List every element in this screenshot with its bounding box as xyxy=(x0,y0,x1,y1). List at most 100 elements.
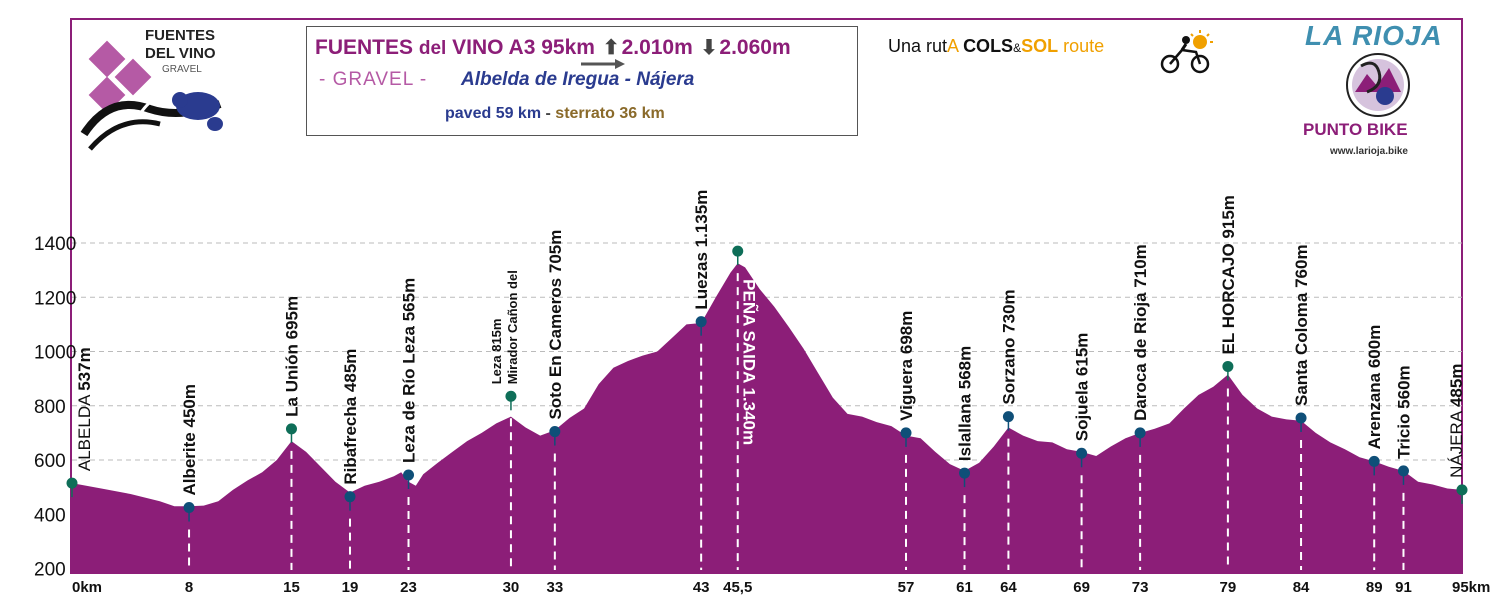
tagline-a: A xyxy=(947,36,959,56)
waypoint-marker xyxy=(732,245,744,257)
waypoint-label-text: Alberite 450m xyxy=(180,384,199,496)
waypoint-label: Ribafrecha 485m xyxy=(341,349,360,485)
fuentes-del-vino-logo: FUENTES DEL VINO GRAVEL xyxy=(80,27,223,151)
waypoint-label-text: NÁJERA 485m xyxy=(1447,364,1466,478)
waypoint-name: Santa Coloma xyxy=(1292,288,1311,406)
x-tick-label: 23 xyxy=(400,579,417,596)
waypoint-elev: 537m xyxy=(75,347,94,390)
x-tick-label: 64 xyxy=(1000,579,1017,596)
chart-frame xyxy=(70,18,1463,574)
waypoint-label: Santa Coloma 760m xyxy=(1292,244,1311,406)
waypoint-label: Mirador Cañon delLeza 815m xyxy=(489,270,520,384)
waypoint-label-text: Tricio 560m xyxy=(1394,365,1413,459)
waypoint-marker xyxy=(1002,411,1014,423)
x-tick-label: 45,5 xyxy=(723,579,752,596)
x-tick-label: 89 xyxy=(1366,579,1383,596)
waypoint-label-text: Santa Coloma 760m xyxy=(1292,244,1311,406)
waypoint-elev: 705m xyxy=(546,230,565,273)
waypoint-name: Alberite xyxy=(180,427,199,495)
waypoint-elev: 615m xyxy=(1073,333,1092,376)
waypoint-label: Sorzano 730m xyxy=(999,289,1018,404)
waypoint-marker xyxy=(403,469,415,481)
waypoint-label-text: PEÑA SAIDA 1.340m xyxy=(740,279,760,445)
waypoint-label-text: Islallana 568m xyxy=(956,346,975,461)
waypoint-name: NÁJERA xyxy=(1447,407,1466,478)
waypoint-name: PEÑA SAIDA xyxy=(740,279,760,387)
waypoint-name: ALBELDA xyxy=(75,391,94,471)
waypoint-marker xyxy=(1397,465,1409,477)
waypoint-label: Arenzana 600m xyxy=(1365,325,1384,450)
website-url: www.larioja.bike xyxy=(1330,146,1408,157)
surface-separator: - xyxy=(545,105,551,122)
title-part2: del xyxy=(418,38,447,59)
waypoint-label-text: Sojuela 615m xyxy=(1073,333,1092,442)
cols-sol-tagline: Una rutA COLS&SOL route xyxy=(888,36,1104,57)
waypoint-name: La Unión xyxy=(282,339,301,416)
logo-line2: DEL VINO xyxy=(145,45,216,62)
waypoint-marker xyxy=(183,502,195,514)
waypoint-label-text: ALBELDA 537m xyxy=(75,347,94,471)
tagline-una-rut: Una rut xyxy=(888,36,948,56)
paved-distance: paved 59 km xyxy=(445,105,542,122)
title-box: FUENTES del VINO A3 95km ⬆2.010m ⬇2.060m… xyxy=(306,26,858,136)
waypoint-label-text: Leza de Río Leza 565m xyxy=(400,278,419,463)
x-tick-label: 15 xyxy=(283,579,300,596)
waypoint-elev: 915m xyxy=(1219,195,1238,238)
waypoint-label: PEÑA SAIDA 1.340m xyxy=(740,279,760,445)
x-tick-label: 0km xyxy=(72,579,102,596)
waypoint-elev: 450m xyxy=(180,384,199,427)
waypoint-label: Viguera 698m xyxy=(897,311,916,421)
cyclist-sun-icon xyxy=(1160,30,1213,74)
sterrato-distance: sterrato 36 km xyxy=(555,105,665,122)
waypoint-marker xyxy=(1076,447,1088,459)
tagline-sol: SOL xyxy=(1021,36,1059,56)
waypoint-elev: 730m xyxy=(999,289,1018,332)
title-part3: VINO A3 95km xyxy=(452,36,595,59)
x-tick-label: 30 xyxy=(503,579,520,596)
waypoint-elev: 568m xyxy=(956,346,975,389)
waypoint-name: Viguera xyxy=(897,354,916,421)
waypoint-elev: 600m xyxy=(1365,325,1384,368)
punto-bike-logo xyxy=(1346,53,1410,117)
tagline-cols: COLS xyxy=(963,36,1014,56)
logo-line3: GRAVEL xyxy=(162,64,202,75)
x-tick-label: 95km xyxy=(1452,579,1490,596)
waypoint-elev: 560m xyxy=(1394,365,1413,408)
x-tick-label: 73 xyxy=(1132,579,1149,596)
x-tick-label: 61 xyxy=(956,579,973,596)
y-tick-label: 1400 xyxy=(34,234,76,255)
waypoint-label: Luezas 1.135m xyxy=(692,190,711,310)
waypoint-marker xyxy=(505,390,517,402)
ascent-value: 2.010m xyxy=(621,36,693,59)
waypoint-name: Ribafrecha xyxy=(341,392,360,485)
waypoint-label: Alberite 450m xyxy=(180,384,199,496)
waypoint-label: Islallana 568m xyxy=(956,346,975,461)
waypoint-marker xyxy=(900,427,912,439)
waypoint-elev: 695m xyxy=(282,296,301,339)
waypoint-label-text: La Unión 695m xyxy=(282,296,301,417)
arrow-down-icon: ⬇ xyxy=(700,37,718,59)
x-tick-label: 43 xyxy=(693,579,710,596)
x-tick-label: 33 xyxy=(546,579,563,596)
waypoint-name: Islallana xyxy=(956,389,975,461)
y-tick-label: 600 xyxy=(34,451,66,472)
waypoint-label-text: EL HORCAJO 915m xyxy=(1219,195,1238,354)
waypoint-label-text: Daroca de Rioja 710m xyxy=(1131,244,1150,421)
waypoint-label: Leza de Río Leza 565m xyxy=(400,278,419,463)
waypoint-marker xyxy=(1134,427,1146,439)
waypoint-name: Mirador Cañon del xyxy=(505,270,520,384)
x-tick-label: 57 xyxy=(898,579,915,596)
waypoint-elev: 710m xyxy=(1131,244,1150,287)
la-rioja-title: LA RIOJA xyxy=(1305,20,1443,51)
waypoint-name: Daroca de Rioja xyxy=(1131,288,1150,421)
y-tick-label: 200 xyxy=(34,560,66,581)
waypoint-name: Arenzana xyxy=(1365,368,1384,449)
waypoint-marker xyxy=(285,423,297,435)
waypoint-marker xyxy=(1222,360,1234,372)
waypoint-name: Sorzano xyxy=(999,333,1018,405)
waypoint-name: Leza de Río Leza xyxy=(400,321,419,463)
waypoint-label-text: Mirador Cañon delLeza 815m xyxy=(489,270,520,384)
tagline-amp: & xyxy=(1013,41,1022,55)
arrow-up-icon: ⬆ xyxy=(602,37,620,59)
waypoint-marker xyxy=(549,426,561,438)
